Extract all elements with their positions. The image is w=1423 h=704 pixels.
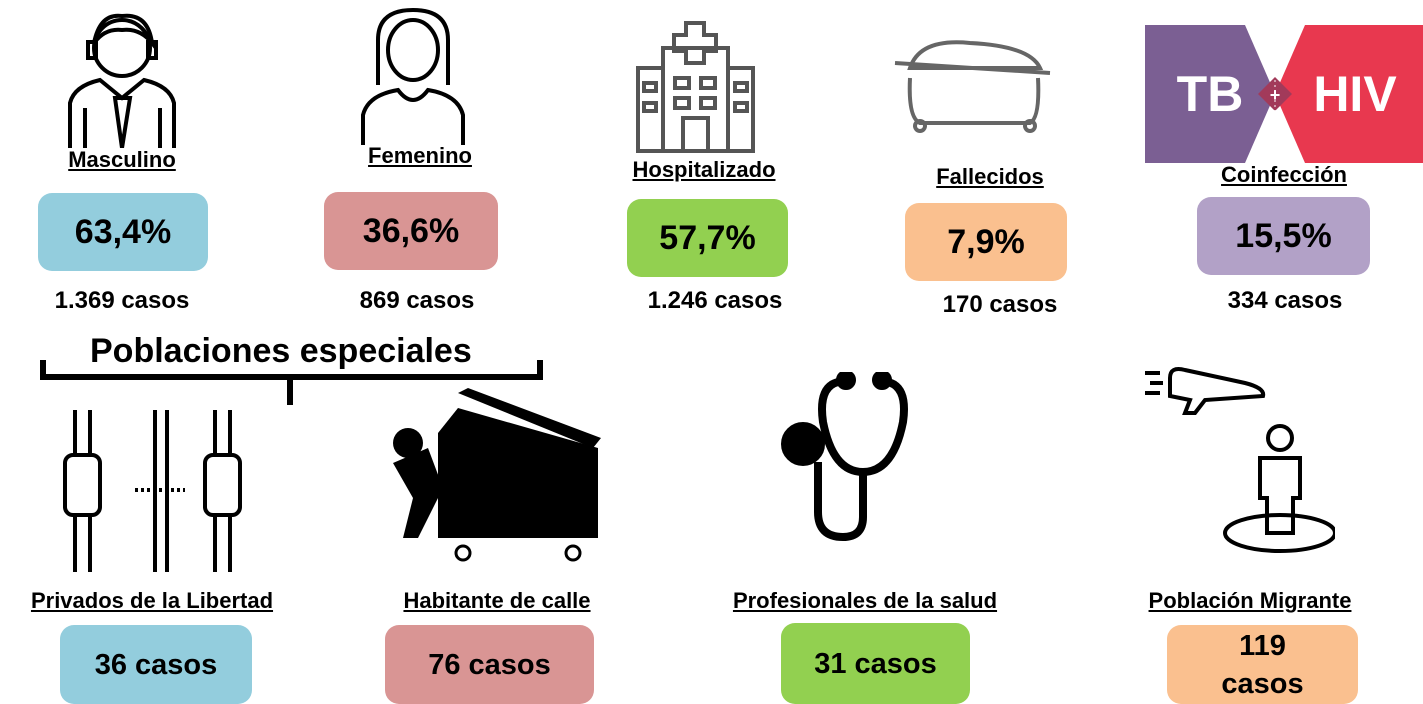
percent-box: 15,5% <box>1197 197 1370 275</box>
case-box: 36 casos <box>60 625 252 704</box>
case-count: 1.369 casos <box>55 287 190 315</box>
section-title: Poblaciones especiales <box>90 332 472 371</box>
icon-male <box>60 8 185 148</box>
case-count: 170 casos <box>943 291 1058 319</box>
icon-bed <box>890 28 1055 133</box>
item-label: Masculino <box>68 147 176 173</box>
logo-text: TB <box>1177 66 1244 122</box>
case-box: 119 casos <box>1167 625 1358 704</box>
item-label: Hospitalizado <box>632 157 775 183</box>
coinfection-logo: + TB HIV <box>1145 25 1423 163</box>
case-box: 31 casos <box>781 623 970 704</box>
percent-box: 63,4% <box>38 193 208 271</box>
item-label: Profesionales de la salud <box>733 588 997 614</box>
icon-female <box>358 5 468 145</box>
case-box: 76 casos <box>385 625 594 704</box>
item-label: Población Migrante <box>1149 588 1352 614</box>
item-label: Coinfección <box>1221 162 1347 188</box>
case-count: 76 casos <box>428 646 551 684</box>
percent-box: 7,9% <box>905 203 1067 281</box>
item-label: Femenino <box>368 143 472 169</box>
icon-migrant <box>1145 358 1335 558</box>
icon-homeless <box>383 388 603 563</box>
item-label: Privados de la Libertad <box>31 588 273 614</box>
case-count: 36 casos <box>95 646 218 684</box>
case-count: 334 casos <box>1228 287 1343 315</box>
icon-hospital <box>633 18 758 153</box>
percent-box: 36,6% <box>324 192 498 270</box>
case-count: 869 casos <box>360 287 475 315</box>
percent-box: 57,7% <box>627 199 788 277</box>
case-count: 1.246 casos <box>648 287 783 315</box>
case-count: 119 casos <box>1218 627 1308 703</box>
page: + TB HIV Masculino 63,4% 1.369 casos Femeni… <box>0 0 1423 704</box>
case-count: 31 casos <box>814 645 937 683</box>
item-label: Fallecidos <box>936 164 1044 190</box>
logo-text: HIV <box>1313 66 1397 122</box>
icon-prison <box>55 410 245 572</box>
icon-stethoscope <box>778 372 938 542</box>
item-label: Habitante de calle <box>403 588 590 614</box>
